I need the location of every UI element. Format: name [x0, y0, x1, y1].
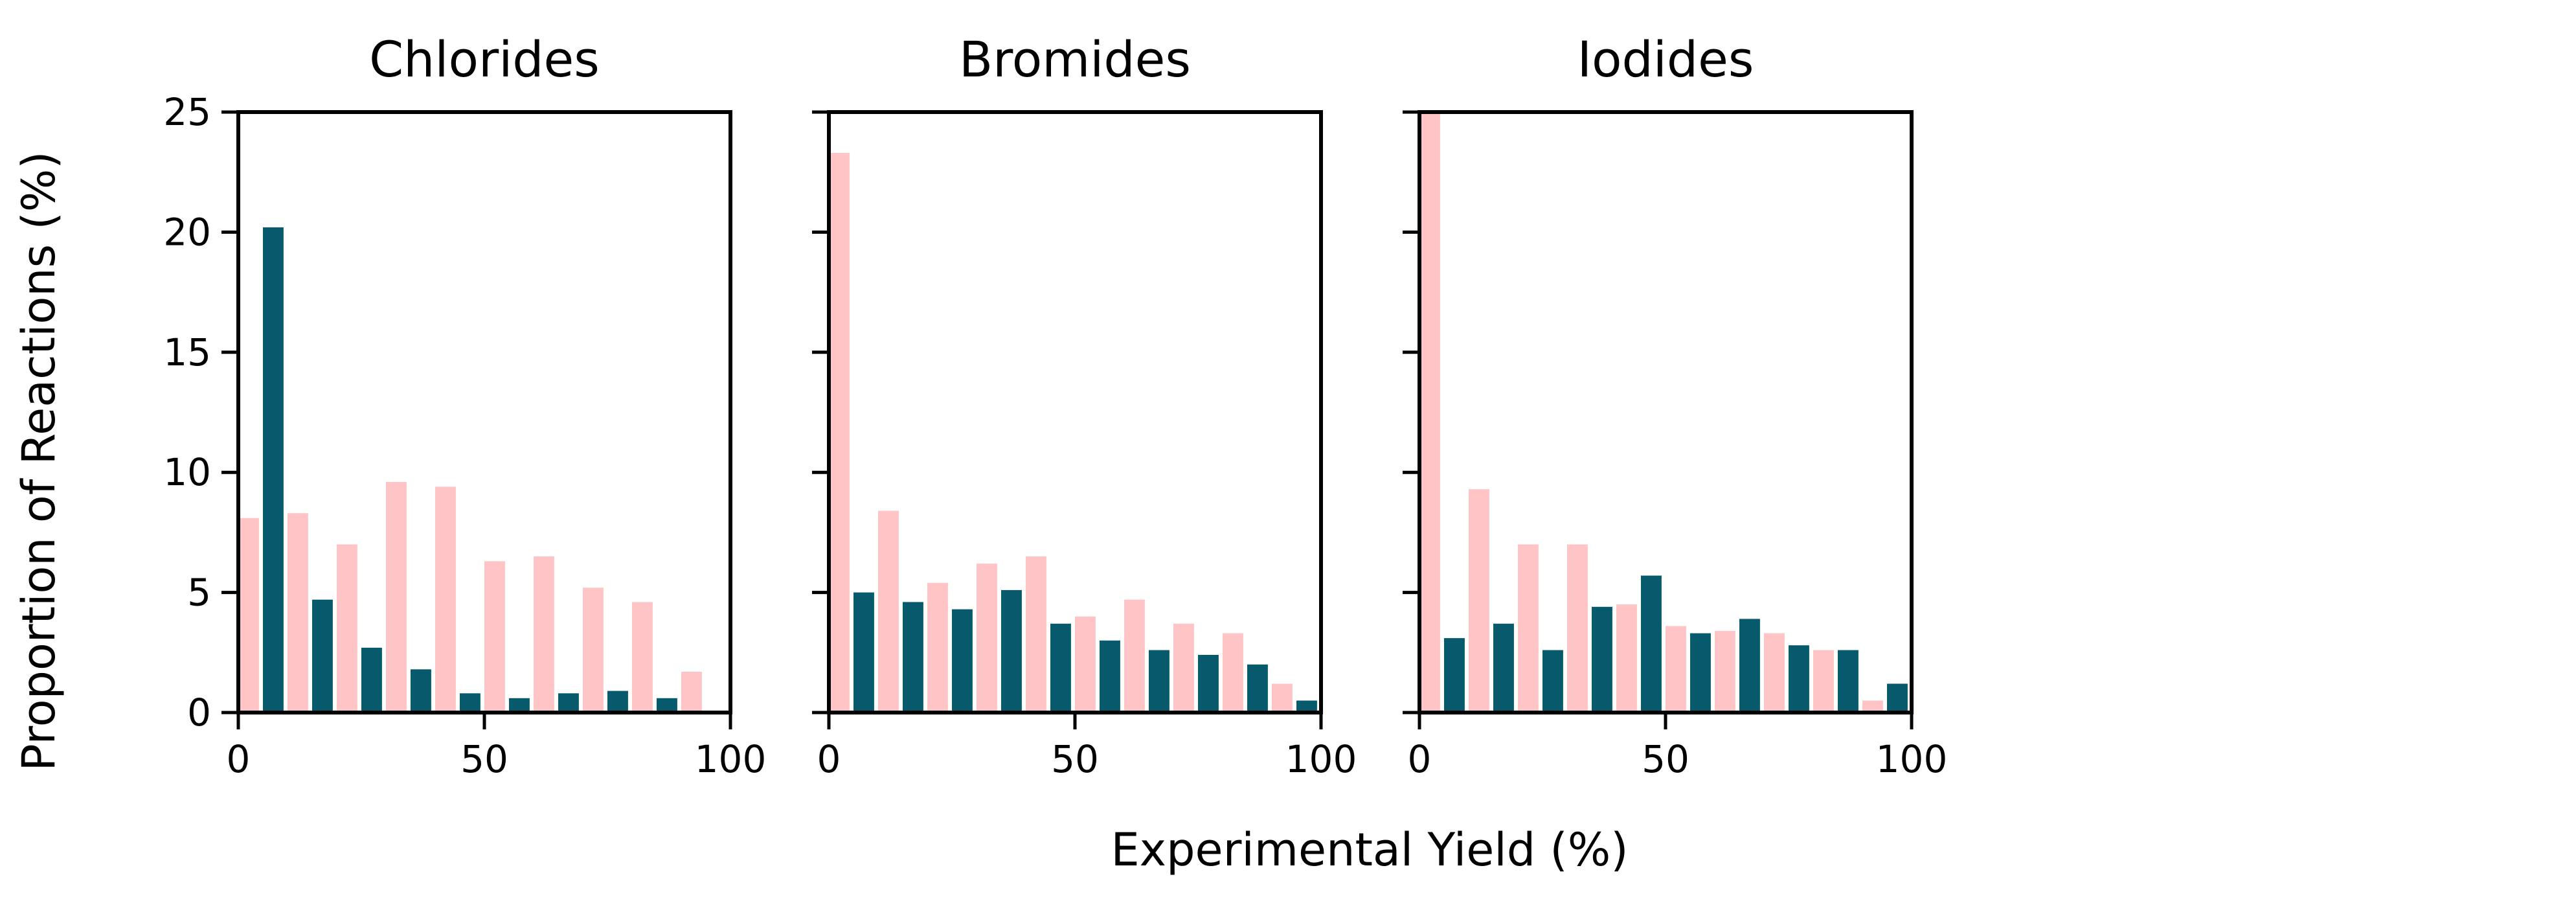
figure-xlabel: Experimental Yield (%): [1111, 823, 1628, 876]
bar-b-15: [1493, 623, 1514, 713]
bar-b-65: [1149, 650, 1169, 713]
axes-frame: [1418, 110, 1914, 714]
panel-chlorides: Chlorides 0 50 100 0 5 10 15 20 25: [163, 30, 766, 781]
bar-a-85: [632, 602, 653, 713]
x-tick-label: 100: [1876, 737, 1948, 781]
y-tick-label: 20: [163, 210, 211, 254]
bar-a-15: [288, 513, 308, 713]
bar-b-45: [460, 693, 480, 713]
y-tick-label: 15: [163, 330, 211, 374]
bar-b-65: [558, 693, 579, 713]
panel-iodides: Iodides 0 50 100: [1403, 30, 1947, 781]
bar-b-5: [853, 592, 874, 713]
bar-b-85: [1838, 650, 1859, 713]
bar-b-45: [1050, 623, 1071, 713]
panel-bromides: Bromides 0 50 100: [812, 30, 1357, 781]
bar-a-75: [583, 588, 604, 713]
bar-a-45: [435, 486, 456, 713]
bar-b-15: [903, 602, 923, 713]
bar-a-75: [1173, 623, 1194, 713]
bar-b-35: [411, 669, 431, 713]
bar-b-25: [361, 647, 382, 713]
bar-a-75: [1764, 633, 1785, 713]
x-tick-label: 50: [1642, 737, 1689, 781]
bars-group: [238, 227, 702, 713]
bar-b-25: [952, 609, 973, 713]
bar-a-25: [927, 582, 948, 713]
bar-a-5: [1419, 112, 1440, 713]
bar-a-65: [1124, 599, 1145, 713]
x-tick-label: 50: [1051, 737, 1099, 781]
bar-b-95: [1887, 683, 1908, 713]
bar-a-25: [1518, 544, 1539, 713]
x-tick-label: 100: [1285, 737, 1357, 781]
bar-b-75: [607, 691, 628, 713]
x-tick-label: 0: [1408, 737, 1432, 781]
panel-title: Iodides: [1577, 30, 1754, 88]
panel-title: Chlorides: [369, 30, 600, 88]
bar-a-95: [1862, 700, 1883, 713]
bars-group: [1419, 112, 1908, 713]
bar-b-75: [1789, 645, 1809, 713]
x-tick-label: 0: [227, 737, 251, 781]
bar-b-45: [1641, 575, 1662, 713]
bar-a-55: [1666, 626, 1686, 713]
bar-a-65: [534, 556, 554, 713]
bar-a-35: [977, 564, 997, 713]
y-tick-label: 25: [163, 90, 211, 134]
bar-b-35: [1592, 606, 1612, 713]
bar-a-35: [386, 482, 407, 713]
bar-a-15: [1469, 489, 1489, 713]
bar-a-95: [1272, 683, 1293, 713]
bar-b-85: [1247, 664, 1268, 713]
bar-a-5: [829, 153, 850, 713]
bar-b-65: [1739, 619, 1760, 713]
bar-b-55: [509, 698, 530, 713]
bar-b-55: [1100, 640, 1120, 713]
bar-a-45: [1616, 604, 1637, 713]
y-tick-label: 5: [187, 571, 211, 615]
bar-a-55: [484, 561, 505, 713]
x-tick-label: 50: [460, 737, 508, 781]
bar-a-85: [1813, 650, 1834, 713]
bar-a-25: [337, 544, 357, 713]
bar-a-15: [878, 510, 899, 713]
figure-ylabel: Proportion of Reactions (%): [12, 151, 65, 771]
bar-a-35: [1567, 544, 1588, 713]
bar-b-5: [263, 227, 284, 713]
y-tick-label: 10: [163, 450, 211, 494]
bar-a-5: [238, 518, 259, 713]
x-tick-label: 100: [695, 737, 767, 781]
bar-b-85: [657, 698, 677, 713]
bar-a-45: [1026, 556, 1046, 713]
panel-title: Bromides: [959, 30, 1191, 88]
bar-b-15: [312, 599, 333, 713]
bar-a-65: [1715, 630, 1735, 713]
bars-group: [829, 153, 1317, 713]
bar-b-25: [1542, 650, 1563, 713]
bar-b-35: [1001, 589, 1022, 713]
bar-b-55: [1690, 633, 1711, 713]
x-tick-label: 0: [817, 737, 841, 781]
bar-b-95: [1296, 700, 1317, 713]
bar-a-85: [1223, 633, 1243, 713]
bar-b-5: [1444, 638, 1465, 713]
bar-a-95: [681, 672, 702, 713]
y-tick-label: 0: [187, 691, 211, 735]
bar-b-75: [1198, 655, 1219, 713]
bar-a-55: [1075, 616, 1096, 713]
